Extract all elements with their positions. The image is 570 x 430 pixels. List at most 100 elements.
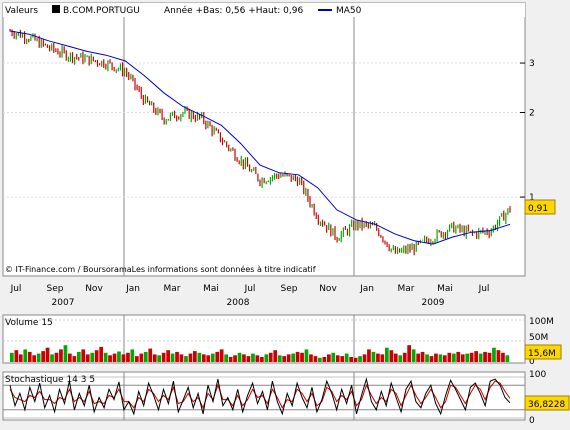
ma-swatch (318, 9, 332, 11)
x-month-label: Nov (319, 284, 337, 294)
volume-bar (233, 355, 237, 362)
volume-bar (389, 350, 394, 362)
x-month-label: Mar (398, 284, 415, 294)
volume-bar (385, 347, 389, 362)
legend-ticker: B.COM.PORTUGU (63, 6, 140, 16)
volume-bar (264, 354, 269, 362)
volume-bar (335, 355, 340, 362)
volume-bar (344, 353, 349, 362)
volume-bar (193, 351, 197, 362)
volume-bar (273, 350, 278, 362)
volume-bar (148, 348, 153, 362)
volume-bar (251, 353, 255, 362)
volume-bar (429, 356, 434, 362)
volume-bar (68, 353, 72, 362)
volume-tick-50m: 50M (529, 333, 548, 343)
volume-bar (139, 353, 144, 362)
volume-bar (340, 356, 345, 362)
volume-bar (237, 352, 242, 362)
volume-bar (215, 351, 220, 362)
volume-bar (393, 353, 398, 362)
volume-bar (188, 353, 193, 362)
stochastic-badge (524, 395, 570, 411)
x-month-label: Sep (281, 284, 298, 294)
volume-bar (157, 355, 161, 362)
volume-bar (434, 353, 438, 362)
volume-bar (438, 354, 443, 362)
volume-bar (27, 351, 32, 362)
volume-bar (246, 356, 251, 362)
volume-bar (219, 349, 224, 362)
price-y-ticks: 1 2 3 (520, 59, 535, 203)
x-axis-years: 2007 2008 2009 (52, 298, 445, 308)
volume-bar (166, 350, 170, 362)
volume-bar (54, 352, 59, 362)
volume-bar (483, 351, 487, 362)
volume-bar (420, 351, 425, 362)
stochastic-k-line (9, 377, 511, 416)
volume-bar (255, 355, 260, 362)
volume-bar (170, 353, 175, 362)
volume-bar (443, 355, 447, 362)
volume-bar (349, 357, 353, 362)
price-candles (9, 29, 511, 256)
volume-bar (224, 354, 228, 362)
volume-bar (456, 351, 461, 362)
x-month-label: Jan (359, 284, 374, 294)
volume-bar (135, 356, 139, 362)
x-month-label: Jul (244, 284, 256, 294)
volume-bar (380, 354, 385, 362)
volume-badge-label: 15,6M (528, 349, 556, 359)
price-tick-label: 1 (529, 193, 535, 203)
volume-bar (202, 354, 206, 362)
stochastic-tick-0: 0 (529, 416, 535, 426)
x-month-label: Jul (10, 284, 22, 294)
volume-bar (353, 357, 358, 362)
volume-bar (452, 353, 456, 362)
x-year-label: 2007 (52, 298, 75, 308)
volume-bar (121, 354, 126, 362)
x-month-label: Mai (203, 284, 219, 294)
volume-tick-0: 0 (529, 357, 535, 367)
volume-bar (77, 351, 81, 362)
volume-bar (474, 351, 478, 362)
last-price-badge (524, 199, 556, 215)
volume-bar (447, 352, 452, 362)
volume-bar (63, 345, 68, 362)
volume-bar (260, 357, 264, 362)
stochastic-title: Stochastique 14 3 5 (5, 375, 95, 385)
volume-bar (327, 354, 331, 362)
volume-bar (398, 355, 403, 362)
volume-bar (295, 351, 300, 362)
volume-bar (210, 353, 215, 362)
volume-bar (23, 349, 28, 362)
volume-bar (300, 352, 304, 362)
volume-bar (94, 350, 99, 362)
volume-bar (376, 353, 380, 362)
volume-bar (487, 352, 492, 362)
x-year-label: 2009 (422, 298, 445, 308)
volume-tick-100m: 100M (529, 317, 554, 327)
volume-bar (242, 354, 246, 362)
volume-bar (313, 356, 318, 362)
volume-bar (407, 345, 411, 362)
volume-bars (10, 345, 510, 362)
volume-bar (496, 350, 501, 362)
volume-bar (18, 354, 23, 362)
volume-bar (10, 352, 14, 362)
volume-bar (108, 355, 112, 362)
volume-bar (206, 355, 211, 362)
x-month-label: Sep (47, 284, 64, 294)
legend-info: Année +Bas: 0,56 +Haut: 0,96 (164, 5, 303, 16)
volume-bar (117, 351, 121, 362)
volume-bar (85, 354, 90, 362)
volume-bar (492, 347, 496, 362)
volume-title: Volume 15 (5, 318, 53, 328)
volume-bar (277, 355, 282, 362)
price-tick-label: 2 (529, 109, 535, 119)
volume-bar (286, 354, 291, 362)
last-price-label: 0,91 (528, 204, 548, 214)
volume-bar (465, 353, 470, 362)
volume-bar (103, 352, 108, 362)
